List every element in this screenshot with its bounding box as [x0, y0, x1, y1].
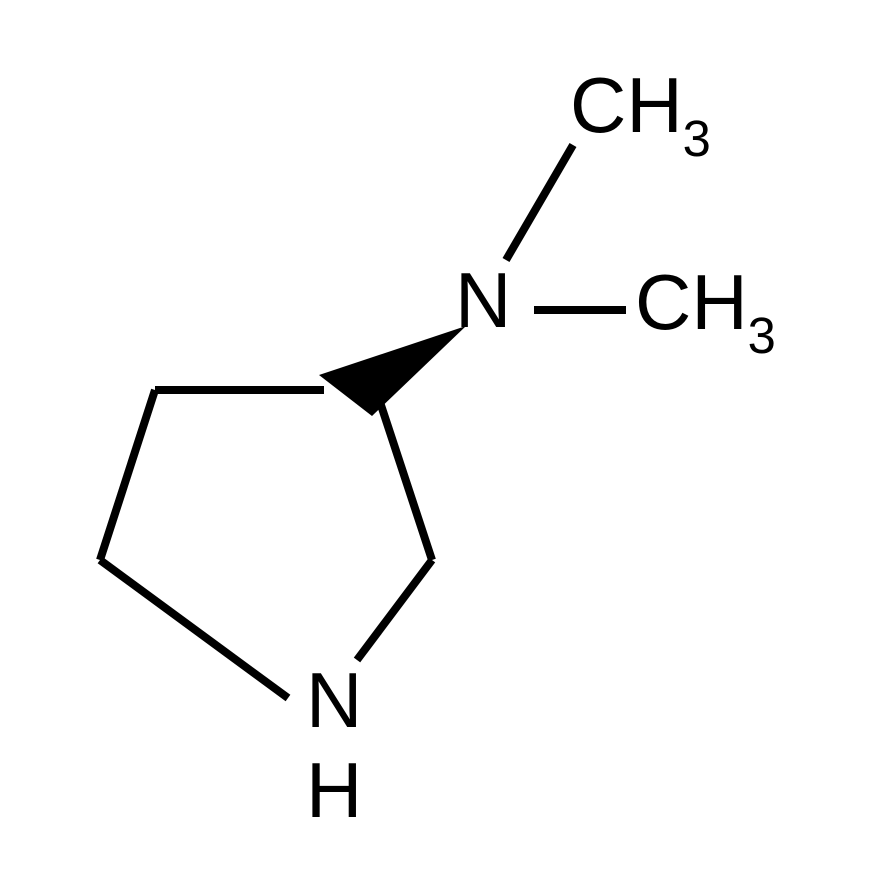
- atom-ch3-right-text: CH: [635, 258, 748, 346]
- atom-ch3-right-sub: 3: [748, 307, 776, 364]
- atom-ch3-top-text: CH: [570, 61, 683, 149]
- atom-ch3-top-sub: 3: [683, 110, 711, 167]
- atom-h-ring-text: H: [306, 746, 362, 834]
- atom-ch3-right: CH3: [635, 263, 776, 354]
- bond-layer: [0, 0, 890, 890]
- atom-n-substituent: N: [455, 261, 511, 339]
- atom-n-ring-text: N: [306, 656, 362, 744]
- chemical-structure-canvas: CH3 CH3 N N H: [0, 0, 890, 890]
- atom-n-sub-text: N: [455, 256, 511, 344]
- atom-n-ring: N: [306, 661, 362, 739]
- atom-ch3-top: CH3: [570, 66, 711, 157]
- atom-h-ring: H: [306, 751, 362, 829]
